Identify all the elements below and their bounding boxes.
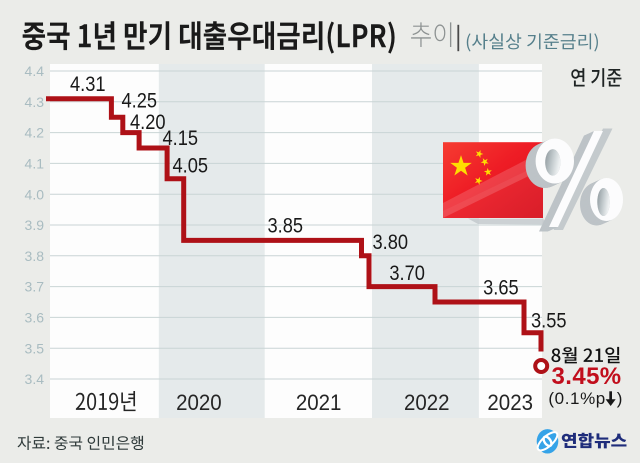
svg-text:3.4: 3.4 <box>25 371 45 387</box>
svg-text:4.0: 4.0 <box>25 186 45 202</box>
svg-text:4.4: 4.4 <box>25 63 45 79</box>
svg-text:3.9: 3.9 <box>25 217 45 233</box>
svg-text:3.55: 3.55 <box>531 309 567 333</box>
svg-text:4.25: 4.25 <box>122 89 158 113</box>
svg-text:3.8: 3.8 <box>25 248 45 264</box>
svg-text:): ) <box>617 389 623 408</box>
svg-text:2020: 2020 <box>176 390 222 415</box>
svg-text:4.20: 4.20 <box>130 111 166 135</box>
svg-text:2023: 2023 <box>487 390 533 415</box>
svg-text:3.5: 3.5 <box>25 340 45 356</box>
svg-text:(0.1%p: (0.1%p <box>548 389 605 408</box>
svg-text:3.85: 3.85 <box>268 214 304 238</box>
svg-text:3.6: 3.6 <box>25 310 45 326</box>
svg-text:3.45%: 3.45% <box>552 363 622 390</box>
svg-text:3.7: 3.7 <box>25 279 45 295</box>
svg-text:3.80: 3.80 <box>373 231 409 255</box>
svg-text:4.05: 4.05 <box>173 154 209 178</box>
svg-text:4.3: 4.3 <box>25 94 45 110</box>
svg-text:2022: 2022 <box>404 390 450 415</box>
svg-text:3.70: 3.70 <box>389 262 425 286</box>
svg-text:4.2: 4.2 <box>25 125 45 141</box>
svg-text:4.15: 4.15 <box>163 127 199 151</box>
svg-text:4.31: 4.31 <box>70 73 106 97</box>
svg-text:3.65: 3.65 <box>483 276 519 300</box>
svg-text:4.1: 4.1 <box>25 156 45 172</box>
svg-text:2021: 2021 <box>296 390 342 415</box>
